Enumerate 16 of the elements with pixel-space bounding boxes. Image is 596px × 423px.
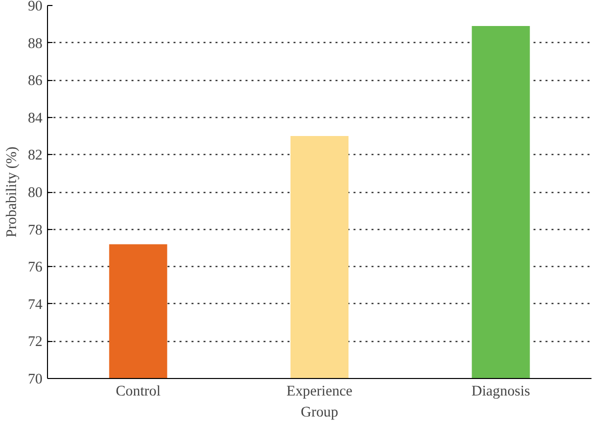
y-tick-label: 80 [28, 185, 42, 201]
x-tick-label: Diagnosis [472, 384, 530, 400]
y-tick-label: 84 [28, 110, 44, 126]
y-tick-label: 72 [28, 334, 42, 350]
y-tick-label: 74 [28, 296, 44, 313]
y-axis-title: Probability (%) [4, 146, 20, 238]
y-tick-label: 76 [28, 260, 42, 276]
x-tick-label: Experience [286, 384, 352, 400]
y-tick-label: 90 [28, 0, 42, 14]
x-axis-title: Group [300, 404, 338, 420]
x-tick-label: Control [116, 384, 161, 400]
y-tick-label: 82 [28, 148, 42, 164]
y-tick-label: 78 [28, 222, 42, 238]
y-tick-label: 86 [28, 73, 42, 90]
y-tick-label: 88 [28, 36, 42, 52]
y-tick-label: 70 [28, 372, 42, 388]
